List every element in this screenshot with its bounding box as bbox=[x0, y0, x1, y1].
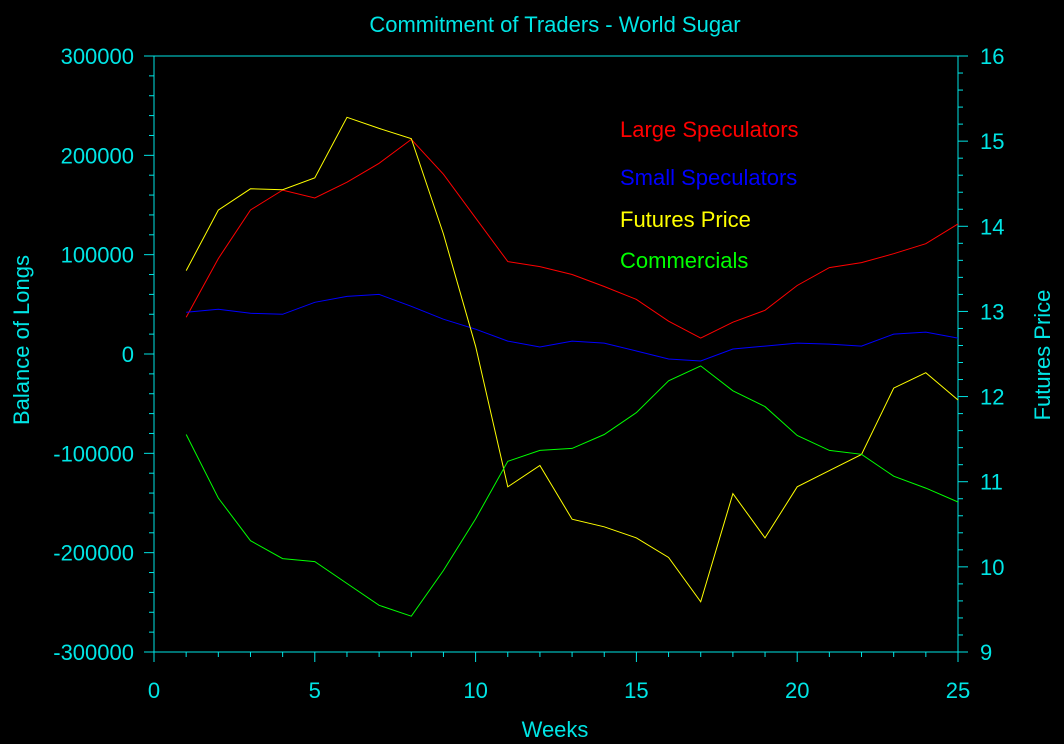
y-axis-label-left: Balance of Longs bbox=[9, 255, 34, 425]
x-axis-label: Weeks bbox=[522, 717, 589, 742]
series-layer bbox=[185, 116, 959, 617]
axes: 0 5 10 15 20 25 300000 200000 100000 0 -100000 -200… bbox=[53, 44, 1004, 703]
y-left-tick-label: 0 bbox=[122, 342, 134, 367]
legend-entry-small-speculators: Small Speculators bbox=[620, 165, 797, 190]
x-tick-label: 5 bbox=[309, 678, 321, 703]
y-right-tick-label: 16 bbox=[980, 44, 1004, 69]
y-left-tick-label: 200000 bbox=[61, 143, 134, 168]
y-left-tick-label: -100000 bbox=[53, 441, 134, 466]
legend-entry-futures-price: Futures Price bbox=[620, 207, 751, 232]
legend: Large Speculators Small Speculators Future… bbox=[620, 117, 799, 273]
series-line-futures-price bbox=[185, 116, 959, 603]
y-left-tick-label: 100000 bbox=[61, 243, 134, 268]
y-axis-label-right: Futures Price bbox=[1030, 290, 1055, 421]
chart-title: Commitment of Traders - World Sugar bbox=[369, 12, 740, 37]
y-right-tick-label: 9 bbox=[980, 640, 992, 665]
legend-entry-commercials: Commercials bbox=[620, 248, 748, 273]
y-right-tick-label: 12 bbox=[980, 385, 1004, 410]
legend-entry-large-speculators: Large Speculators bbox=[620, 117, 799, 142]
x-tick-label: 20 bbox=[785, 678, 809, 703]
y-left-tick-label: 300000 bbox=[61, 44, 134, 69]
y-right-tick-label: 11 bbox=[980, 470, 1003, 495]
x-tick-label: 15 bbox=[624, 678, 648, 703]
y-right-tick-label: 13 bbox=[980, 299, 1004, 324]
x-tick-label: 10 bbox=[463, 678, 487, 703]
y-right-tick-label: 14 bbox=[980, 214, 1004, 239]
y-left-tick-label: -200000 bbox=[53, 541, 134, 566]
y-right-tick-label: 15 bbox=[980, 129, 1004, 154]
series-line-large-speculators bbox=[185, 138, 959, 339]
series-line-commercials bbox=[185, 365, 959, 617]
y-left-tick-label: -300000 bbox=[53, 640, 134, 665]
y-right-tick-label: 10 bbox=[980, 555, 1004, 580]
series-line-small-speculators bbox=[186, 293, 959, 362]
x-tick-label: 0 bbox=[148, 678, 160, 703]
x-tick-label: 25 bbox=[946, 678, 970, 703]
